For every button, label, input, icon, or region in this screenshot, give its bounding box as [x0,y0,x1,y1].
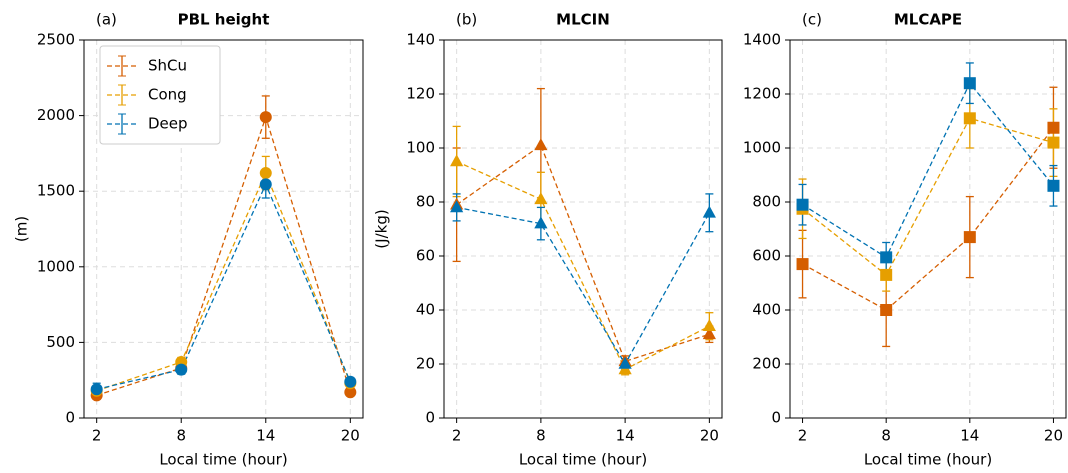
marker [702,327,716,340]
x-tick-label: 8 [176,427,186,445]
x-tick-label: 14 [960,427,979,445]
y-tick-label: 200 [752,355,781,373]
x-tick-label: 2 [452,427,462,445]
marker [259,178,272,191]
y-tick-label: 0 [65,409,75,427]
x-axis-label: Local time (hour) [159,451,287,469]
x-axis-label: Local time (hour) [864,451,992,469]
marker [450,154,464,167]
y-tick-label: 600 [752,247,781,265]
x-tick-label: 14 [616,427,635,445]
panel-label: (a) [96,11,117,29]
x-tick-label: 8 [536,427,546,445]
y-tick-label: 1000 [37,257,75,275]
axes-frame [83,39,364,419]
marker [1047,121,1060,134]
x-tick-label: 20 [341,427,360,445]
x-tick-label: 14 [256,427,275,445]
series-line [96,114,351,396]
marker [534,138,548,151]
x-tick-label: 8 [881,427,891,445]
marker [1047,136,1060,149]
y-axis-label: (J/kg) [373,209,391,248]
y-tick-label: 60 [416,247,435,265]
marker [796,198,809,211]
y-tick-label: 100 [406,139,435,157]
marker [880,251,893,264]
y-tick-label: 800 [752,193,781,211]
x-tick-label: 2 [798,427,808,445]
marker [90,383,103,396]
marker [534,192,548,205]
x-tick-label: 20 [700,427,719,445]
y-tick-label: 2000 [37,106,75,124]
marker [344,375,357,388]
marker [175,363,188,376]
panel: 0 200 400 600 800 1000 1200 1400 2 8 14 20 (c) MLCAPE… [743,11,1067,469]
chart-title: PBL height [178,11,270,29]
x-tick-label: 20 [1044,427,1063,445]
y-tick-label: 140 [406,31,435,49]
marker [963,231,976,244]
y-tick-label: 500 [46,333,75,351]
legend-label: Cong [148,86,187,104]
y-tick-label: 120 [406,85,435,103]
y-tick-label: 1500 [37,182,75,200]
y-tick-label: 2500 [37,31,75,49]
series-line [96,182,351,390]
marker [963,77,976,90]
panel-label: (c) [802,11,822,29]
x-tick-label: 2 [92,427,102,445]
legend-label: ShCu [148,57,187,75]
marker [259,111,272,124]
x-axis-label: Local time (hour) [519,451,647,469]
marker [534,216,548,229]
marker [702,319,716,331]
marker [344,386,357,399]
y-tick-label: 0 [425,409,435,427]
y-tick-label: 1400 [743,31,781,49]
marker [618,356,632,369]
y-tick-label: 400 [752,301,781,319]
panel-label: (b) [456,11,477,29]
legend-box [99,45,221,145]
marker [963,112,976,125]
y-tick-label: 0 [771,409,781,427]
panel: 0 500 1000 1500 2000 2500 2 8 14 20 (a) PBL height L… [13,11,364,469]
marker [880,304,893,316]
marker [796,258,809,271]
axes-frame [789,39,1067,419]
y-tick-label: 1000 [743,139,781,157]
y-axis-label: (m) [13,216,31,242]
marker [880,268,893,281]
series-line [802,117,1054,276]
y-tick-label: 80 [416,193,435,211]
series-line [802,81,1054,259]
marker [450,200,464,213]
series-line [456,160,710,371]
series-line [802,127,1054,311]
marker [702,205,716,218]
chart-title: MLCAPE [894,11,962,29]
legend-label: Deep [148,115,188,133]
axes-frame [443,39,723,419]
chart-title: MLCIN [556,11,610,29]
marker [259,167,272,180]
y-tick-label: 1200 [743,85,781,103]
marker [1047,179,1060,192]
series-line [96,171,351,392]
y-tick-label: 40 [416,301,435,319]
panel: 0 20 40 60 80 100 120 140 2 8 14 20 (b) MLCIN Local ti… [373,11,723,469]
series-line [456,206,710,366]
series-line [456,144,710,363]
y-tick-label: 20 [416,355,435,373]
